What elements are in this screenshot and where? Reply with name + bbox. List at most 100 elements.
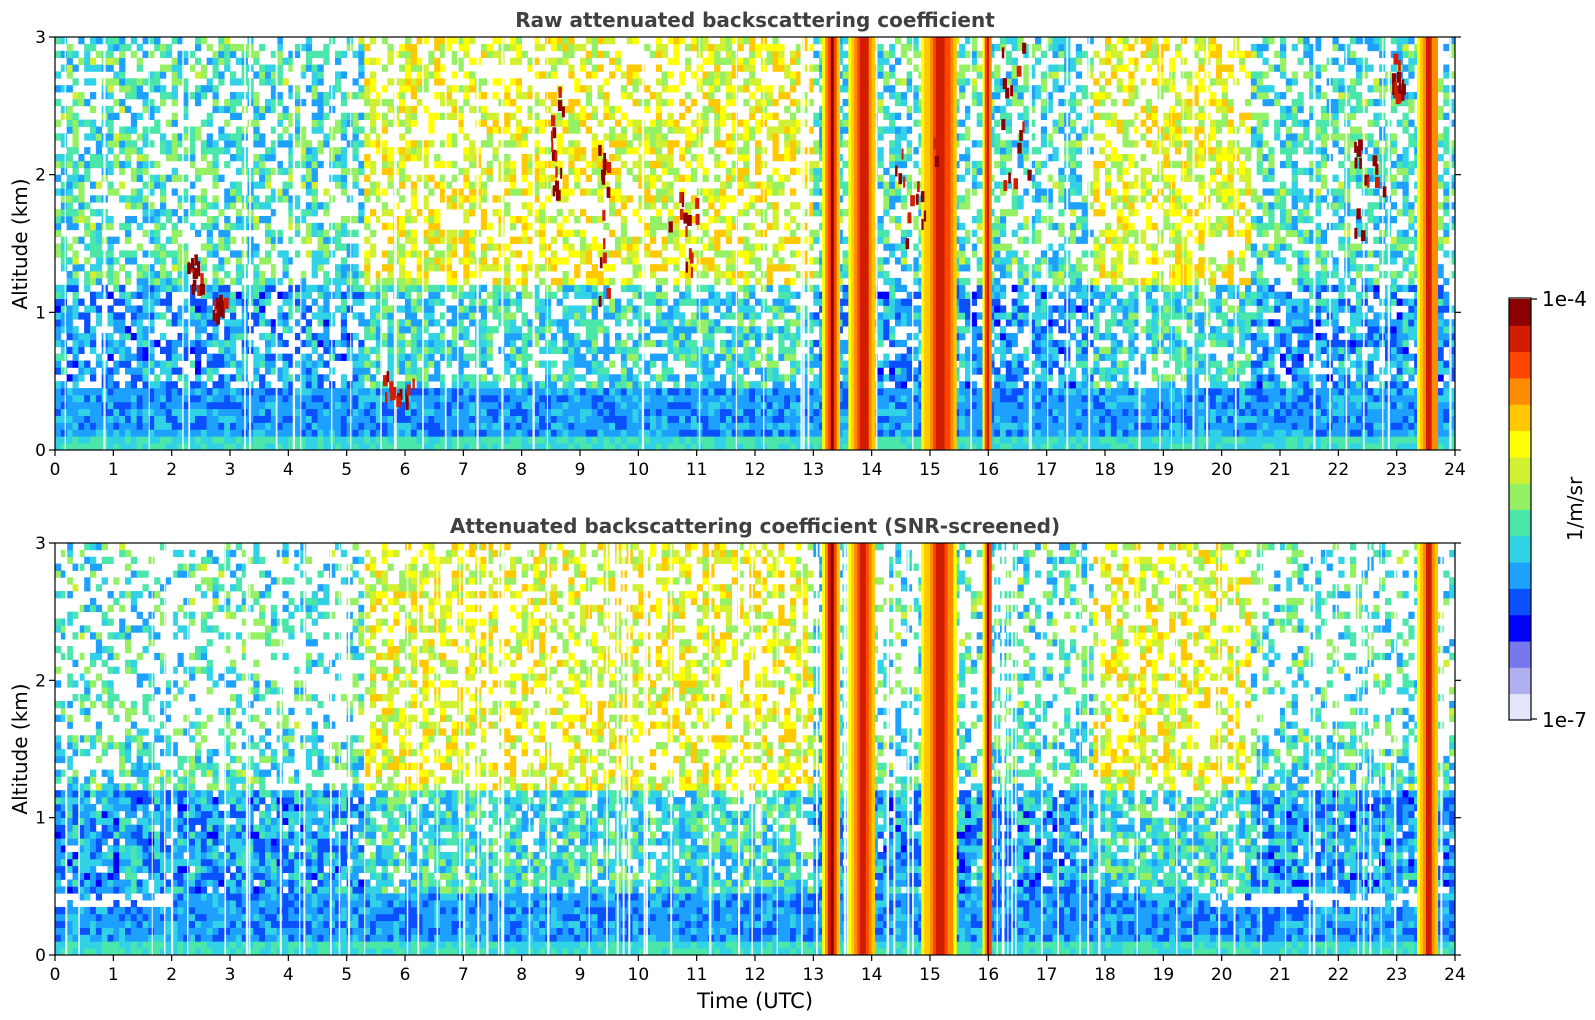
x-tick-label: 16 <box>978 460 1000 480</box>
x-tick-label: 7 <box>458 460 469 480</box>
y-tick-label: 2 <box>35 671 46 691</box>
x-tick-label: 22 <box>1328 965 1350 985</box>
x-tick-label: 19 <box>1153 460 1175 480</box>
panel-screened-x-axis: 0 1 2 3 4 5 6 7 8 9 10 11 12 13 14 15 16 17 18 19 20 21 22 23 24 <box>50 955 1466 985</box>
colorbar-step <box>1509 562 1531 589</box>
colorbar-step <box>1509 351 1531 379</box>
x-tick-label: 21 <box>1269 965 1291 985</box>
panel-raw-title: Raw attenuated backscattering coefficien… <box>515 8 995 32</box>
x-tick-label: 15 <box>919 965 941 985</box>
x-tick-label: 2 <box>166 460 177 480</box>
panel-screened-ylabel: Altitude (km) <box>8 683 32 814</box>
x-tick-label: 8 <box>516 460 527 480</box>
y-tick-label: 2 <box>35 166 46 186</box>
x-tick-label: 10 <box>628 460 650 480</box>
panel-raw-cloud-columns <box>822 37 1438 450</box>
x-tick-label: 13 <box>803 965 825 985</box>
x-tick-label: 11 <box>686 965 708 985</box>
x-tick-label: 6 <box>400 460 411 480</box>
colorbar: 1e-4 1e-7 1/m/sr <box>1508 287 1587 732</box>
colorbar-step <box>1509 693 1531 721</box>
panel-raw: Raw attenuated backscattering coefficien… <box>8 8 1466 480</box>
x-tick-label: 12 <box>744 460 766 480</box>
x-tick-label: 24 <box>1444 460 1466 480</box>
x-tick-label: 3 <box>225 460 236 480</box>
x-tick-label: 18 <box>1094 965 1116 985</box>
x-tick-label: 1 <box>108 965 119 985</box>
panel-screened-signal-cells <box>55 543 1455 955</box>
colorbar-frame <box>1508 297 1532 721</box>
y-tick-label: 1 <box>35 303 46 323</box>
x-tick-label: 18 <box>1094 460 1116 480</box>
y-tick-label: 1 <box>35 809 46 829</box>
x-tick-label: 1 <box>108 460 119 480</box>
colorbar-max-label: 1e-4 <box>1542 287 1587 311</box>
colorbar-step <box>1509 404 1531 432</box>
colorbar-min-label: 1e-7 <box>1542 708 1587 732</box>
panel-raw-cloud-patches <box>187 42 1406 410</box>
colorbar-gradient <box>1509 299 1531 721</box>
x-tick-label: 15 <box>919 460 941 480</box>
x-tick-label: 11 <box>686 460 708 480</box>
colorbar-step <box>1509 456 1531 484</box>
x-tick-label: 12 <box>744 965 766 985</box>
colorbar-step <box>1509 299 1531 326</box>
colorbar-step <box>1509 325 1531 353</box>
colorbar-step <box>1509 509 1531 537</box>
x-tick-label: 5 <box>341 965 352 985</box>
panel-screened-xlabel: Time (UTC) <box>696 989 813 1013</box>
x-tick-label: 3 <box>225 965 236 985</box>
x-tick-label: 20 <box>1211 460 1233 480</box>
panel-screened: Attenuated backscattering coefficient (S… <box>8 514 1466 1013</box>
x-tick-label: 7 <box>458 965 469 985</box>
x-tick-label: 0 <box>50 460 61 480</box>
x-tick-label: 4 <box>283 965 294 985</box>
colorbar-step <box>1509 588 1531 616</box>
panel-screened-title: Attenuated backscattering coefficient (S… <box>450 514 1060 538</box>
x-tick-label: 9 <box>575 965 586 985</box>
y-tick-label: 0 <box>35 441 46 461</box>
colorbar-step <box>1509 483 1531 510</box>
x-tick-label: 10 <box>628 965 650 985</box>
colorbar-step <box>1509 535 1531 563</box>
x-tick-label: 24 <box>1444 965 1466 985</box>
colorbar-step <box>1509 614 1531 642</box>
colorbar-step <box>1509 377 1531 405</box>
y-tick-label: 0 <box>35 946 46 966</box>
y-tick-label: 3 <box>35 28 46 48</box>
panel-raw-missing-profiles <box>64 37 1452 450</box>
x-tick-label: 19 <box>1153 965 1175 985</box>
x-tick-label: 8 <box>516 965 527 985</box>
panel-raw-x-axis: 0 1 2 3 4 5 6 7 8 9 10 11 12 13 14 15 16 17 18 19 20 21 22 23 24 <box>50 450 1466 480</box>
x-tick-label: 21 <box>1269 460 1291 480</box>
x-tick-label: 17 <box>1036 965 1058 985</box>
x-tick-label: 2 <box>166 965 177 985</box>
x-tick-label: 20 <box>1211 965 1233 985</box>
x-tick-label: 17 <box>1036 460 1058 480</box>
panel-raw-ylabel: Altitude (km) <box>8 178 32 309</box>
x-tick-label: 9 <box>575 460 586 480</box>
panel-raw-signal-cells <box>55 37 1455 450</box>
colorbar-unit-label: 1/m/sr <box>1563 476 1587 541</box>
panel-screened-heatmap <box>55 543 1455 955</box>
x-tick-label: 4 <box>283 460 294 480</box>
x-tick-label: 22 <box>1328 460 1350 480</box>
panel-screened-y-axis: 0 1 2 3 <box>35 534 1461 966</box>
y-tick-label: 3 <box>35 534 46 554</box>
colorbar-step <box>1509 667 1531 695</box>
x-tick-label: 23 <box>1386 965 1408 985</box>
x-tick-label: 14 <box>861 965 883 985</box>
x-tick-label: 6 <box>400 965 411 985</box>
panel-raw-heatmap <box>55 37 1455 450</box>
x-tick-label: 13 <box>803 460 825 480</box>
x-tick-label: 14 <box>861 460 883 480</box>
panel-raw-y-axis: 0 1 2 3 <box>35 28 1461 461</box>
panel-screened-cloud-columns <box>822 543 1438 955</box>
colorbar-step <box>1509 641 1531 668</box>
x-tick-label: 23 <box>1386 460 1408 480</box>
x-tick-label: 0 <box>50 965 61 985</box>
x-tick-label: 5 <box>341 460 352 480</box>
x-tick-label: 16 <box>978 965 1000 985</box>
colorbar-step <box>1509 430 1531 458</box>
